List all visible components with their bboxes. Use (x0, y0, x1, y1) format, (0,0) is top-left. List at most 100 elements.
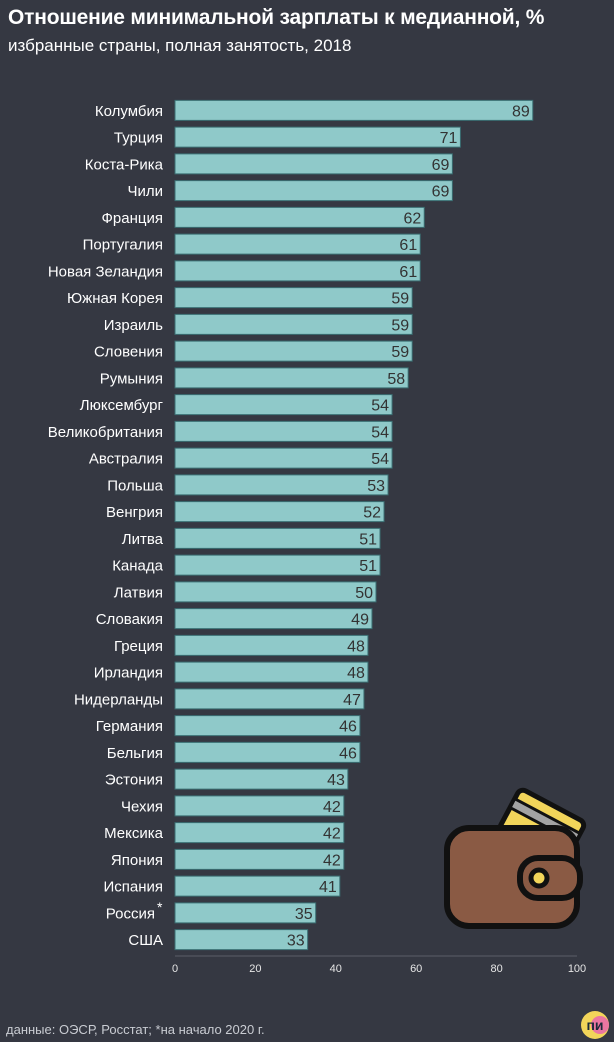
bar-value-label: 71 (440, 130, 458, 147)
bar-value-label: 69 (432, 157, 450, 174)
x-tick-label: 100 (568, 963, 586, 975)
bar-value-label: 54 (371, 451, 389, 468)
logo-icon: пи (581, 1011, 609, 1039)
category-label: Япония (111, 852, 163, 869)
bar (174, 474, 389, 496)
bar (174, 929, 309, 951)
category-label: Россия (106, 905, 155, 922)
category-label: Австралия (89, 451, 163, 468)
bar-value-label: 35 (295, 906, 313, 923)
category-label: Чехия (121, 798, 163, 815)
category-label: Коста-Рика (85, 156, 164, 173)
bar (174, 848, 345, 870)
category-label: Новая Зеландия (48, 263, 163, 280)
x-tick-label: 40 (330, 963, 342, 975)
bar (174, 340, 413, 362)
bar-value-label: 59 (391, 317, 409, 334)
category-label: Нидерланды (74, 691, 163, 708)
bar (174, 99, 534, 121)
bar (174, 608, 373, 630)
bar (174, 260, 421, 282)
category-label: Турция (114, 130, 163, 147)
bar (174, 741, 361, 763)
bar-value-label: 69 (432, 184, 450, 201)
bar (174, 367, 409, 389)
bar-value-label: 51 (359, 531, 377, 548)
bar-value-label: 62 (403, 210, 421, 227)
x-tick-label: 20 (249, 963, 261, 975)
bar (174, 126, 461, 148)
bar (174, 688, 365, 710)
bar-chart: 89 Колумбия 71 Турция 69 Коста-Рика 69 Чили 62 Фр… (48, 99, 586, 975)
chart-subtitle: избранные страны, полная занятость, 2018 (8, 36, 352, 55)
bar (174, 822, 345, 844)
bar (174, 768, 349, 790)
category-label: Венгрия (106, 504, 163, 521)
bar-value-label: 41 (319, 879, 337, 896)
bar-value-label: 43 (327, 772, 345, 789)
category-label: Словения (94, 344, 163, 361)
bar-value-label: 46 (339, 719, 357, 736)
bar (174, 180, 453, 202)
bar-value-label: 53 (367, 478, 385, 495)
category-label: Португалия (83, 237, 163, 254)
bar-value-label: 59 (391, 291, 409, 308)
category-label: Греция (114, 638, 163, 655)
bar (174, 447, 393, 469)
bar (174, 153, 453, 175)
bar (174, 287, 413, 309)
category-label: Испания (103, 879, 163, 896)
bar-value-label: 50 (355, 585, 373, 602)
bar-value-label: 51 (359, 558, 377, 575)
category-label: Эстония (105, 772, 163, 789)
bar-value-label: 47 (343, 692, 361, 709)
category-label: Чили (127, 183, 163, 200)
category-label: Германия (96, 718, 163, 735)
bar-value-label: 61 (399, 264, 417, 281)
category-label: Люксембург (80, 397, 164, 414)
wallet-icon (444, 787, 587, 929)
bar (174, 902, 317, 924)
bar-value-label: 89 (512, 103, 530, 120)
bar-value-label: 54 (371, 424, 389, 441)
category-label: Бельгия (107, 745, 163, 762)
x-tick-label: 60 (410, 963, 422, 975)
category-label: Латвия (114, 584, 163, 601)
bar (174, 233, 421, 255)
category-label: Словакия (96, 611, 163, 628)
bar-value-label: 52 (363, 505, 381, 522)
bar-value-label: 58 (387, 371, 405, 388)
bar-value-label: 49 (351, 612, 369, 629)
category-label: Ирландия (94, 665, 163, 682)
bar (174, 715, 361, 737)
category-label: Южная Корея (67, 290, 163, 307)
bar-value-label: 42 (323, 799, 341, 816)
bar (174, 313, 413, 335)
category-label: Великобритания (48, 424, 163, 441)
bar-value-label: 48 (347, 638, 365, 655)
bar-value-label: 33 (287, 933, 305, 950)
category-label: Румыния (100, 370, 163, 387)
category-marker: * (157, 899, 163, 915)
category-label: Литва (122, 531, 164, 548)
bar (174, 394, 393, 416)
x-tick-label: 0 (172, 963, 178, 975)
category-label: Колумбия (95, 103, 163, 120)
bar (174, 527, 381, 549)
bar-value-label: 54 (371, 398, 389, 415)
bar (174, 661, 369, 683)
bar-value-label: 46 (339, 745, 357, 762)
bar (174, 875, 341, 897)
category-label: Мексика (104, 825, 164, 842)
bar-value-label: 42 (323, 852, 341, 869)
logo-text: пи (586, 1017, 603, 1033)
category-label: Франция (102, 210, 163, 227)
chart-title: Отношение минимальной зарплаты к медианн… (8, 6, 545, 29)
bar-value-label: 48 (347, 665, 365, 682)
bar (174, 581, 377, 603)
x-tick-label: 80 (490, 963, 502, 975)
category-label: США (128, 932, 163, 949)
bar-value-label: 61 (399, 237, 417, 254)
bar (174, 420, 393, 442)
bar (174, 206, 425, 228)
